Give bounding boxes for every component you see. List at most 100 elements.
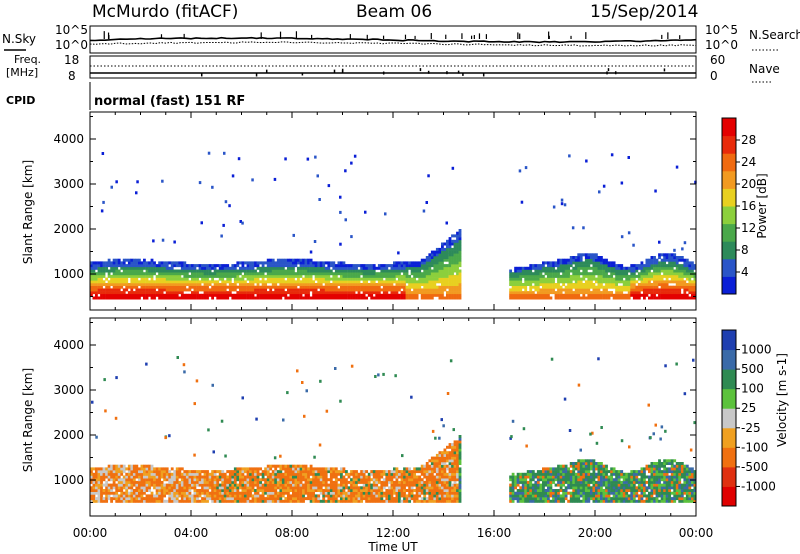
- heatmap-cell: [670, 280, 674, 284]
- heatmap-cell: [375, 475, 379, 479]
- heatmap-cell: [259, 285, 263, 289]
- heatmap-cell: [658, 296, 661, 300]
- heatmap-cell: [122, 480, 126, 484]
- heatmap-cell: [577, 272, 581, 276]
- heatmap-cell: [170, 274, 174, 278]
- heatmap-cell: [453, 245, 457, 249]
- heatmap-cell: [423, 274, 427, 278]
- heatmap-cell: [281, 258, 285, 262]
- heatmap-cell: [266, 264, 270, 268]
- heatmap-cell: [584, 283, 588, 286]
- heatmap-cell: [145, 464, 149, 468]
- heatmap-cell: [340, 283, 343, 286]
- heatmap-cell: [327, 499, 331, 503]
- heatmap-cell: [302, 258, 305, 262]
- heatmap-cell: [388, 280, 391, 284]
- heatmap-cell: [567, 264, 571, 268]
- heatmap-cell: [415, 478, 419, 482]
- heatmap-cell: [127, 475, 131, 479]
- heatmap-cell: [198, 288, 202, 292]
- heatmap-cell: [433, 494, 437, 498]
- heatmap-cell: [236, 264, 240, 268]
- heatmap-cell: [292, 470, 295, 474]
- heatmap-cell: [138, 258, 141, 262]
- heatmap-cell: [395, 497, 399, 501]
- heatmap-cell: [430, 258, 434, 262]
- heatmap-cell: [643, 277, 646, 281]
- heatmap-cell: [236, 497, 240, 501]
- heatmap-cell: [544, 277, 548, 281]
- heatmap-cell: [382, 264, 386, 268]
- heatmap-cell: [251, 499, 255, 503]
- heatmap-cell: [122, 291, 126, 295]
- heatmap-cell: [428, 256, 432, 259]
- heatmap-cell: [536, 274, 540, 278]
- heatmap-cell: [178, 261, 182, 265]
- heatmap-cell: [340, 499, 343, 503]
- heatmap-cell: [294, 491, 298, 495]
- heatmap-cell: [612, 296, 616, 300]
- heatmap-cell: [370, 277, 374, 281]
- heatmap-cell: [100, 264, 103, 268]
- heatmap-cell: [160, 483, 164, 487]
- heatmap-cell: [244, 499, 247, 503]
- heatmap-cell: [239, 491, 242, 495]
- heatmap-cell: [390, 483, 394, 487]
- heatmap-cell: [191, 266, 194, 270]
- heatmap-cell: [587, 274, 591, 278]
- heatmap-cell: [201, 475, 204, 479]
- heatmap-cell: [352, 475, 356, 479]
- heatmap-cell: [688, 261, 692, 265]
- heatmap-cell: [155, 280, 159, 284]
- heatmap-cell: [208, 266, 212, 270]
- heatmap-cell: [302, 280, 305, 284]
- heatmap-cell: [112, 269, 116, 273]
- heatmap-cell: [357, 475, 361, 479]
- heatmap-cell: [244, 269, 247, 273]
- heatmap-cell: [117, 464, 121, 468]
- heatmap-cell: [562, 266, 566, 270]
- heatmap-cell: [456, 448, 459, 452]
- heatmap-cell: [360, 472, 364, 476]
- heatmap-cell: [650, 264, 654, 268]
- heatmap-cell: [536, 277, 540, 281]
- heatmap-cell: [254, 296, 257, 300]
- heatmap-cell: [122, 470, 126, 474]
- heatmap-cell: [266, 464, 270, 468]
- heatmap-cell: [668, 258, 672, 262]
- heatmap-cell: [188, 283, 192, 286]
- heatmap-cell: [410, 483, 414, 487]
- heatmap-cell: [521, 296, 525, 300]
- heatmap-cell: [145, 269, 149, 273]
- heatmap-cell: [542, 266, 545, 270]
- heatmap-cell: [327, 494, 331, 498]
- heatmap-cell: [97, 277, 101, 281]
- heatmap-cell: [122, 486, 126, 490]
- heatmap-cell: [511, 277, 515, 281]
- heatmap-cell: [456, 443, 459, 447]
- heatmap-cell: [271, 480, 275, 484]
- heatmap-cell: [246, 478, 250, 482]
- heatmap-cell: [261, 261, 265, 265]
- heatmap-cell: [635, 288, 639, 292]
- heatmap-cell: [158, 486, 162, 490]
- heatmap-cell: [342, 277, 346, 281]
- heatmap-cell: [514, 494, 518, 498]
- heatmap-cell: [395, 272, 399, 276]
- heatmap-cell: [347, 494, 351, 498]
- heatmap-cell: [511, 285, 515, 289]
- heatmap-cell: [153, 472, 156, 476]
- heatmap-cell: [355, 293, 358, 297]
- heatmap-cell: [630, 285, 634, 289]
- heatmap-cell: [587, 280, 591, 284]
- heatmap-cell: [605, 285, 608, 289]
- heatmap-cell: [595, 293, 598, 297]
- heatmap-cell: [625, 285, 629, 289]
- heatmap-cell: [658, 256, 661, 259]
- heatmap-cell: [458, 296, 462, 300]
- heatmap-cell: [663, 253, 667, 257]
- heatmap-cell: [597, 293, 601, 297]
- heatmap-cell: [130, 494, 134, 498]
- heatmap-cell: [403, 285, 406, 289]
- heatmap-cell: [430, 491, 434, 495]
